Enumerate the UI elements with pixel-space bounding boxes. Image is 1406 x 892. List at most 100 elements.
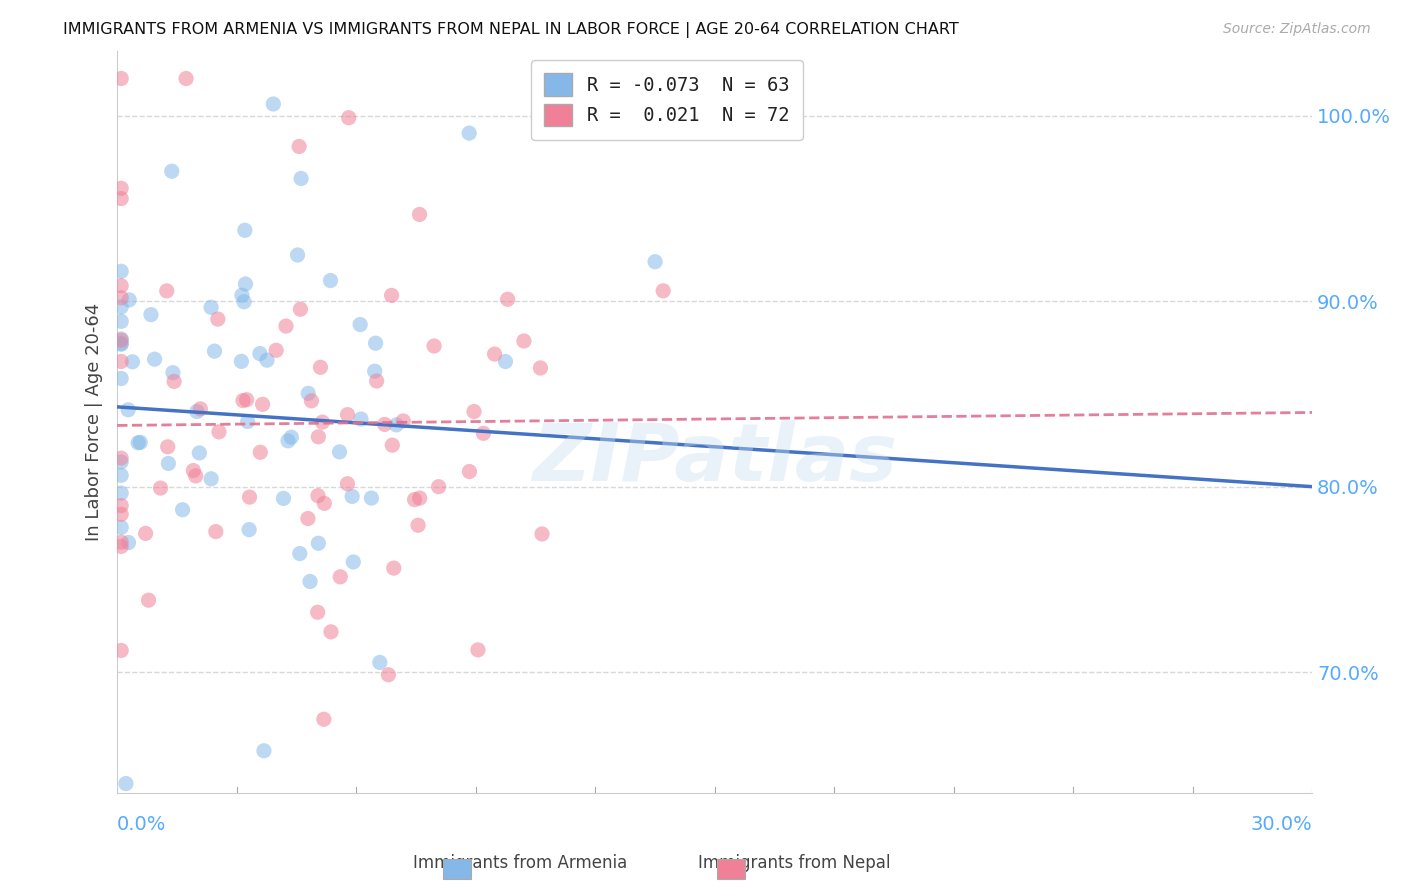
Point [183, 464, 205, 478]
Point [288, 547, 311, 561]
Point [117, 535, 139, 549]
Point [496, 293, 519, 307]
Point [110, 181, 132, 195]
Point [236, 415, 259, 429]
Point [172, 502, 194, 516]
Point [374, 417, 396, 432]
Point [190, 401, 212, 416]
Point [287, 248, 309, 262]
Point [314, 496, 336, 510]
Point [652, 284, 675, 298]
Point [204, 524, 226, 539]
Point [297, 511, 319, 525]
Point [156, 440, 179, 454]
Point [423, 339, 446, 353]
Point [311, 415, 333, 429]
Point [336, 476, 359, 491]
Point [273, 491, 295, 506]
Point [110, 468, 132, 483]
Point [231, 288, 253, 302]
Point [110, 300, 132, 314]
Point [307, 536, 329, 550]
Point [233, 294, 256, 309]
Point [249, 346, 271, 360]
Point [186, 404, 208, 418]
Point [349, 318, 371, 332]
Point [342, 555, 364, 569]
Point [381, 438, 404, 452]
Point [299, 574, 322, 589]
Point [110, 499, 132, 513]
Point [337, 111, 360, 125]
Point [307, 430, 329, 444]
Point [110, 371, 132, 385]
Point [307, 489, 329, 503]
Point [463, 404, 485, 418]
Point [274, 319, 297, 334]
Point [290, 302, 312, 317]
Point [238, 490, 260, 504]
Point [110, 508, 132, 522]
Point [277, 434, 299, 448]
Point [110, 192, 132, 206]
Point [110, 332, 132, 346]
Point [484, 347, 506, 361]
Point [117, 402, 139, 417]
Point [200, 472, 222, 486]
Point [364, 336, 387, 351]
Y-axis label: In Labor Force | Age 20-64: In Labor Force | Age 20-64 [86, 302, 103, 541]
Text: Immigrants from Armenia: Immigrants from Armenia [413, 855, 627, 872]
Text: Source: ZipAtlas.com: Source: ZipAtlas.com [1223, 22, 1371, 37]
Point [118, 293, 141, 307]
Point [204, 344, 226, 359]
Point [408, 491, 430, 505]
Point [467, 643, 489, 657]
Legend: R = -0.073  N = 63, R =  0.021  N = 72: R = -0.073 N = 63, R = 0.021 N = 72 [531, 60, 803, 139]
Point [110, 336, 132, 351]
Point [360, 491, 382, 505]
Point [329, 445, 352, 459]
Point [110, 71, 132, 86]
Point [472, 426, 495, 441]
Point [350, 412, 373, 426]
Point [200, 301, 222, 315]
Point [368, 656, 391, 670]
Point [319, 624, 342, 639]
Point [188, 446, 211, 460]
Point [406, 518, 429, 533]
Point [139, 308, 162, 322]
Point [121, 355, 143, 369]
Point [162, 366, 184, 380]
Point [110, 314, 132, 328]
Point [408, 207, 430, 221]
Point [208, 425, 231, 439]
Point [138, 593, 160, 607]
Point [135, 526, 157, 541]
Point [235, 277, 257, 291]
Point [149, 481, 172, 495]
Point [238, 523, 260, 537]
Point [280, 430, 302, 444]
Point [297, 386, 319, 401]
Point [163, 375, 186, 389]
Point [110, 354, 132, 368]
Text: IMMIGRANTS FROM ARMENIA VS IMMIGRANTS FROM NEPAL IN LABOR FORCE | AGE 20-64 CORR: IMMIGRANTS FROM ARMENIA VS IMMIGRANTS FR… [63, 22, 959, 38]
Point [513, 334, 536, 348]
Point [110, 264, 132, 278]
Point [156, 284, 179, 298]
Point [110, 643, 132, 657]
Point [385, 417, 408, 432]
Point [529, 361, 551, 376]
Point [458, 465, 481, 479]
Point [340, 490, 363, 504]
Text: Immigrants from Nepal: Immigrants from Nepal [699, 855, 890, 872]
Point [262, 97, 284, 112]
Text: 30.0%: 30.0% [1250, 815, 1312, 834]
Point [207, 312, 229, 326]
Point [644, 254, 666, 268]
Point [458, 126, 481, 140]
Point [174, 71, 197, 86]
Point [312, 712, 335, 726]
Point [307, 605, 329, 619]
Point [336, 408, 359, 422]
